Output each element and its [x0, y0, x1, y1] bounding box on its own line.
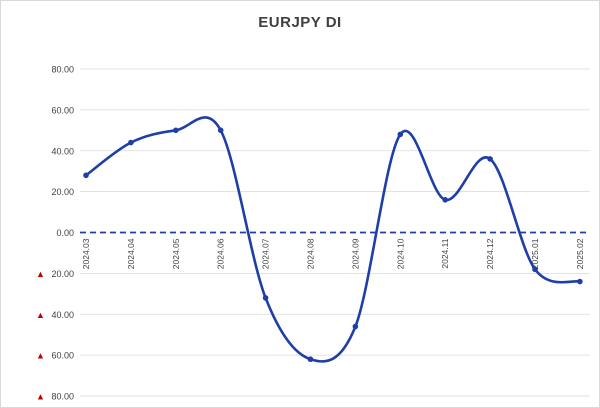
y-tick-label: 20.00	[51, 269, 74, 279]
y-tick-label: 0.00	[56, 228, 74, 238]
y-tick-label: 60.00	[51, 351, 74, 361]
x-tick-label: 2025.01	[530, 238, 540, 269]
data-point	[128, 139, 134, 146]
y-tick-label: 40.00	[51, 146, 74, 156]
x-tick-label: 2025.02	[575, 238, 585, 269]
series-group	[83, 116, 583, 363]
chart-title: EURJPY DI	[258, 14, 342, 31]
x-tick-label: 2024.04	[126, 238, 136, 269]
x-tick-label: 2024.11	[440, 238, 450, 268]
x-tick-label: 2024.09	[350, 238, 360, 269]
x-tick-label: 2024.12	[485, 238, 495, 269]
x-tick-label: 2024.06	[216, 238, 226, 269]
data-point	[217, 127, 224, 134]
x-tick-label: 2024.08	[306, 238, 316, 269]
y-axis-ticks: 80.00 60.00 40.00 20.00 0.00 ▲ 20.00 ▲ 40.00 ▲ 60.…	[36, 65, 74, 402]
y-tick-label: 80.00	[51, 392, 74, 402]
data-point	[173, 127, 179, 134]
data-point	[397, 131, 404, 138]
data-point	[307, 356, 314, 363]
series-line	[84, 116, 582, 363]
data-point	[532, 266, 538, 273]
data-point	[442, 197, 449, 203]
x-axis-ticks: 2024.03 2024.04 2024.05 2024.06 2024.07 2024.…	[81, 238, 585, 269]
y-tick-label: 80.00	[51, 65, 74, 75]
negative-tick-marker: ▲	[36, 310, 45, 320]
x-tick-label: 2024.10	[395, 238, 405, 269]
data-point	[262, 295, 269, 301]
data-point	[352, 323, 359, 330]
x-tick-label: 2024.07	[261, 238, 271, 269]
negative-tick-marker: ▲	[36, 351, 45, 361]
y-tick-label: 40.00	[51, 310, 74, 320]
data-point	[83, 172, 89, 179]
y-tick-label: 20.00	[51, 187, 74, 197]
x-tick-label: 2024.03	[81, 238, 91, 269]
negative-tick-marker: ▲	[36, 269, 45, 279]
data-point	[577, 278, 583, 285]
y-tick-label: 60.00	[51, 105, 74, 115]
x-tick-label: 2024.05	[171, 238, 181, 269]
data-point	[487, 156, 493, 162]
negative-tick-marker: ▲	[36, 392, 45, 402]
